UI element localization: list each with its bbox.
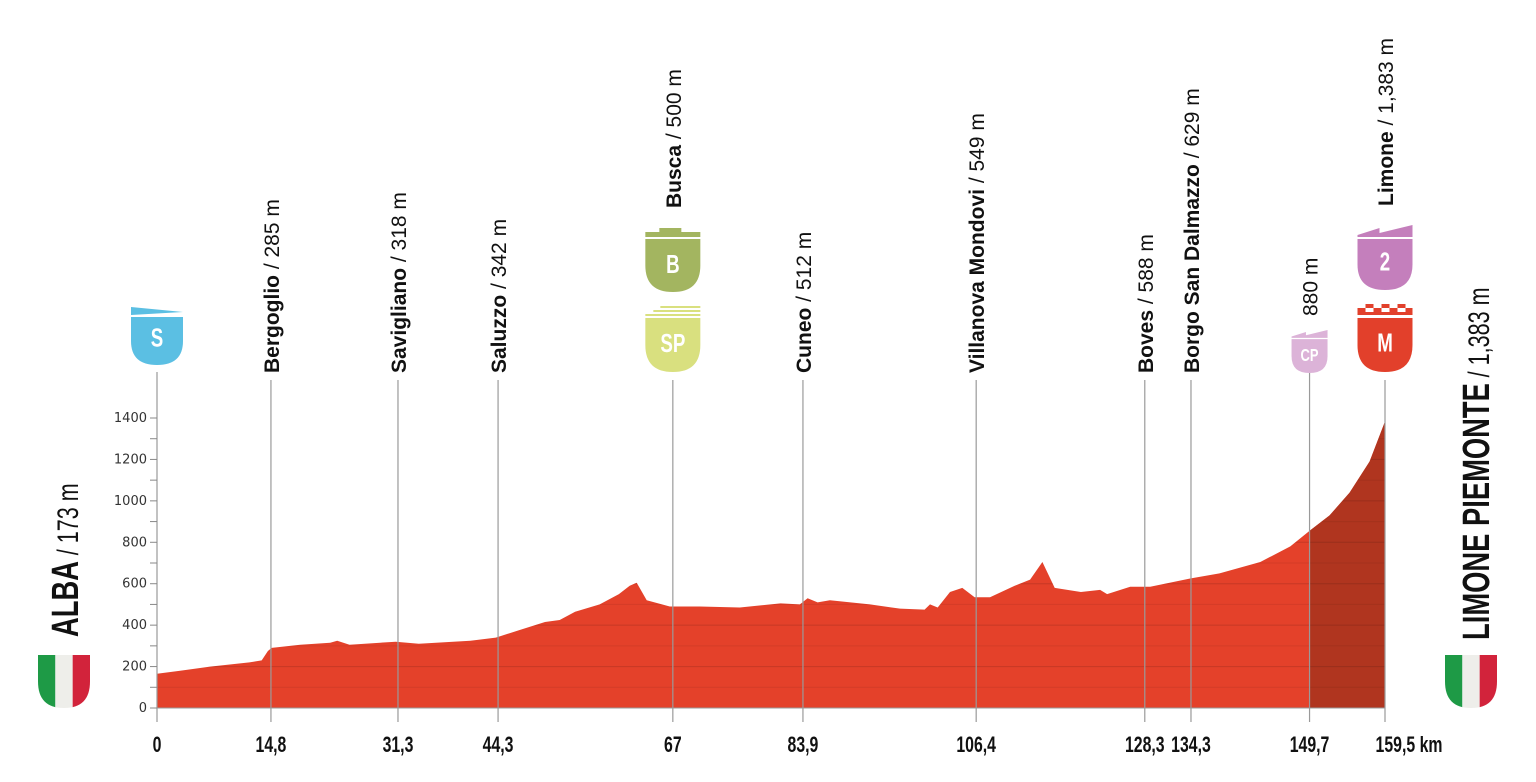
badge-label: SP [660,328,685,358]
pennant-shape [131,307,183,315]
y-tick-label: 800 [122,535,147,550]
y-tick-label: 1400 [114,411,147,426]
waypoint-name: Villanova Mondovi [966,189,989,373]
x-tick-label: 31,3 [383,734,414,758]
flag-green [1445,655,1463,708]
waypoint-elevation: / 285 m [261,199,284,275]
checker [1405,308,1413,312]
finish-checkered-icon: M [1357,304,1413,372]
waypoint-label: Borgo San Dalmazzo / 629 m [1181,88,1204,373]
flag-red [72,655,90,708]
sprint-icon: SP [645,306,701,372]
waypoint-elevation: / 549 m [966,113,989,189]
checker [1381,304,1390,308]
waypoint-label: Savigliano / 318 m [388,192,411,373]
x-tick-label: 159,5 km [1376,734,1443,758]
mountain-cat2-icon: 2 [1357,225,1413,290]
waypoint-label: 880 m [1300,258,1323,316]
finish-label: LIMONE PIEMONTE / 1,383 m [1456,287,1498,640]
flag-red [1479,655,1497,708]
shield-shape [131,317,183,365]
x-tick-label: 149,7 [1290,734,1330,758]
waypoint-elevation: / 342 m [488,219,511,295]
waypoint-name: Savigliano [388,268,411,373]
elevation-profile-area [157,421,1385,708]
waypoint-elevation: / 629 m [1181,88,1204,164]
waypoint-name: Borgo San Dalmazzo [1181,164,1204,373]
waypoint-name: Boves [1135,310,1158,373]
x-tick-label: 83,9 [788,734,819,758]
badge-label: CP [1301,346,1319,366]
waypoint-elevation: / 512 m [793,232,816,308]
flag-white [1462,655,1480,708]
checker-row [1357,312,1413,315]
y-tick-label: 600 [122,577,147,592]
start-flag-italy-icon [38,655,90,708]
waypoint-elevation: / 1,383 m [1375,38,1398,131]
y-tick-label: 200 [122,660,147,675]
mountain-peaks-shape [1357,225,1413,237]
shield-shape [1291,339,1328,373]
waypoint-elevation: / 500 m [663,69,686,145]
shield-shape [1357,318,1413,372]
finish-flag-italy-icon [1445,655,1497,708]
x-tick-label: 44,3 [483,734,514,758]
checker [1357,308,1366,312]
waypoint-label: Saluzzo / 342 m [488,219,511,373]
place-elevation: / 1,383 m [1461,287,1495,377]
checker [1397,304,1406,308]
badge-label: S [151,322,163,352]
place-elevation: / 173 m [50,483,84,555]
waypoint-label: Limone / 1,383 m [1375,38,1398,206]
badge-label: M [1377,327,1393,357]
mountain-peaks-shape [1291,330,1328,338]
waypoint-elevation: / 318 m [388,192,411,268]
flag-green [38,655,56,708]
shield-shape [645,318,701,372]
y-tick-label: 400 [122,618,147,633]
waypoint-label: Bergoglio / 285 m [261,199,284,373]
y-tick-label: 0 [139,701,147,716]
shield-shape [645,239,701,292]
stripe [660,306,701,308]
flag-white [55,655,73,708]
waypoint-label: Boves / 588 m [1135,234,1158,373]
crenel-shape [645,228,701,237]
checker [1373,308,1382,312]
x-tick-label: 134,3 [1171,734,1211,758]
x-tick-label: 128,3 [1125,734,1165,758]
checker [1389,308,1398,312]
shield-shape [1357,239,1413,290]
badge-label: B [666,249,680,279]
climb-point-icon: CP [1291,330,1328,373]
checker [1365,304,1374,308]
waypoint-name: Saluzzo [488,295,511,373]
stripe [653,310,701,312]
start-flag-icon: S [131,307,183,365]
waypoint-name: Cuneo [793,308,816,373]
waypoint-name: Bergoglio [261,275,284,373]
stripe [645,314,701,316]
waypoint-name: Busca [663,145,686,208]
badge-label: 2 [1380,246,1390,276]
waypoint-name: Limone [1375,131,1398,206]
start-label: ALBA / 173 m [45,483,87,637]
waypoint-label: Busca / 500 m [663,69,686,208]
x-tick-label: 106,4 [956,734,996,758]
y-tick-label: 1000 [114,494,147,509]
bonus-sprint-icon: B [645,228,701,292]
y-tick-label: 1200 [114,452,147,467]
place-name: ALBA [45,561,87,637]
waypoint-elevation: 880 m [1300,258,1323,316]
waypoint-label: Villanova Mondovi / 549 m [966,113,989,373]
x-tick-label: 0 [153,734,162,758]
place-name: LIMONE PIEMONTE [1456,383,1498,640]
waypoint-elevation: / 588 m [1135,234,1158,310]
waypoint-label: Cuneo / 512 m [793,232,816,373]
x-tick-label: 14,8 [256,734,287,758]
final-climb-area [1309,421,1385,708]
x-tick-label: 67 [664,734,682,758]
